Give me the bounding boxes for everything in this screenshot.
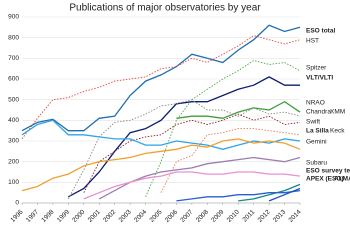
legend-label: ALMA [334, 176, 350, 183]
legend-label: Subaru [306, 160, 327, 167]
chart-title: Publications of major observatories by y… [69, 3, 261, 14]
y-tick-label: 400 [8, 117, 19, 124]
chart: Publications of major observatories by y… [8, 3, 350, 223]
series-line [21, 35, 301, 140]
legend-label: APEX (ESO) [306, 176, 344, 183]
legend-label: NRAO [306, 100, 325, 107]
series-line [67, 76, 300, 198]
legend-label: ESO survey tel. [306, 168, 350, 175]
x-tick-label: 2000 [71, 208, 86, 223]
x-tick-label: 2001 [87, 208, 102, 223]
y-tick-label: 500 [8, 96, 19, 103]
x-tick-label: 2002 [102, 208, 117, 223]
series-line [176, 189, 301, 202]
series-line [160, 128, 301, 193]
y-tick-label: 200 [8, 158, 19, 165]
series-line [83, 171, 301, 200]
x-tick-label: 2003 [118, 208, 133, 223]
legend-label: Keck [330, 128, 345, 135]
x-tick-label: 1999 [56, 208, 71, 223]
x-tick-label: 2006 [164, 208, 179, 223]
legend-label: HST [306, 38, 319, 45]
y-tick-label: 0 [15, 200, 19, 207]
legend-label: Chandra [306, 109, 331, 116]
legend-label: VLT/VLTI [306, 75, 333, 82]
x-tick-label: 1996 [9, 208, 24, 223]
series-line [268, 187, 301, 202]
series-line [21, 24, 301, 132]
x-tick-label: 2008 [195, 208, 210, 223]
x-tick-label: 2009 [210, 208, 225, 223]
series-line [176, 100, 301, 119]
legend-label: Gemini [306, 139, 327, 146]
y-tick-label: 800 [8, 34, 19, 41]
legend-label: ESO total [306, 28, 335, 35]
legend-label: Swift [306, 119, 320, 126]
legend-label: XMM [330, 109, 345, 116]
x-tick-label: 2011 [241, 208, 256, 223]
series-line [21, 138, 301, 192]
legend-label: La Silla [306, 128, 329, 135]
series-line [21, 119, 301, 150]
series-line [238, 183, 301, 202]
y-tick-label: 300 [8, 138, 19, 145]
series-line [145, 59, 301, 197]
x-tick-label: 1998 [40, 208, 55, 223]
x-tick-label: 2005 [148, 208, 163, 223]
y-tick-label: 600 [8, 76, 19, 83]
x-tick-label: 2014 [287, 208, 302, 223]
series-line [83, 113, 301, 193]
y-tick-label: 700 [8, 55, 19, 62]
legend-label: Spitzer [306, 65, 327, 72]
x-tick-label: 2012 [257, 208, 272, 223]
x-tick-label: 2010 [226, 208, 241, 223]
x-tick-label: 1997 [25, 208, 40, 223]
y-tick-label: 100 [8, 179, 19, 186]
x-tick-label: 2004 [133, 208, 148, 223]
y-tick-label: 900 [8, 14, 19, 21]
x-tick-label: 2007 [179, 208, 194, 223]
series-line [67, 99, 301, 200]
x-tick-label: 2013 [272, 208, 287, 223]
